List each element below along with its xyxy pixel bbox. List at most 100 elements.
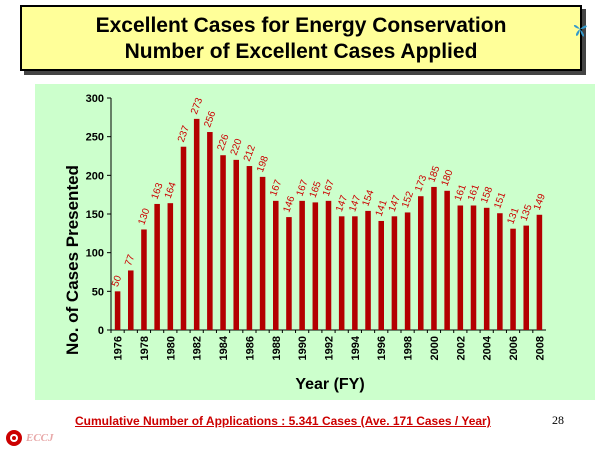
data-label: 237 (176, 124, 192, 144)
data-label: 147 (347, 193, 363, 213)
data-label: 167 (321, 178, 337, 198)
data-label: 256 (202, 109, 218, 129)
y-tick-label: 100 (86, 248, 104, 260)
x-tick-label: 1978 (139, 336, 151, 360)
x-tick-label: 1992 (324, 336, 336, 360)
data-label: 149 (532, 192, 548, 212)
slide-title-line2: Number of Excellent Cases Applied (124, 40, 478, 63)
data-label: 167 (295, 178, 311, 198)
bar (510, 228, 516, 330)
eccj-logo-icon (6, 430, 22, 446)
slide-title-line1: Excellent Cases for Energy Conservation (95, 14, 507, 37)
bar (220, 155, 226, 330)
bar (259, 176, 266, 330)
bar (114, 291, 121, 330)
bar (193, 118, 200, 330)
x-tick-label: 1998 (403, 336, 415, 360)
org-logo-text: ECCJ (26, 432, 54, 444)
bar (141, 229, 147, 330)
bar (325, 200, 332, 330)
bar (483, 207, 490, 330)
x-tick-label: 1988 (271, 336, 283, 360)
data-label: 165 (308, 180, 324, 200)
data-label: 146 (281, 194, 297, 214)
leaf-logo-icon (573, 24, 587, 37)
bar (444, 190, 450, 330)
x-tick-label: 2008 (534, 336, 546, 360)
y-tick-label: 300 (86, 93, 104, 105)
x-tick-label: 1994 (350, 335, 362, 360)
x-tick-label: 2006 (508, 336, 520, 360)
bar (391, 216, 398, 330)
bar (523, 225, 529, 330)
x-tick-label: 1990 (297, 336, 309, 360)
bar (352, 216, 358, 330)
data-label: 147 (387, 193, 403, 213)
y-axis-label: No. of Cases Presented (63, 165, 82, 355)
bar (273, 200, 279, 330)
bar (338, 216, 345, 330)
bar (431, 186, 437, 330)
bar (299, 200, 305, 330)
x-tick-label: 1984 (218, 335, 230, 360)
x-tick-label: 2002 (455, 336, 467, 360)
data-label: 273 (189, 96, 205, 116)
bar (286, 217, 292, 330)
data-label: 161 (466, 183, 482, 203)
x-tick-label: 2000 (429, 336, 441, 360)
x-tick-label: 2004 (482, 335, 494, 360)
x-tick-label: 1982 (192, 336, 204, 360)
bar (167, 203, 174, 330)
data-label: 151 (492, 190, 508, 210)
bar (180, 146, 187, 330)
data-label: 173 (413, 173, 429, 193)
data-label: 180 (440, 168, 456, 188)
data-label: 50 (110, 274, 124, 289)
data-label: 130 (136, 207, 152, 227)
data-label: 212 (242, 143, 258, 163)
cumulative-footnote: Cumulative Number of Applications : 5.34… (75, 414, 491, 428)
data-label: 185 (426, 164, 442, 184)
x-tick-label: 1986 (244, 336, 256, 360)
bar-chart: No. of Cases Presented Year (FY) 0 50 100 1… (63, 93, 548, 393)
bar (154, 203, 160, 330)
bar (312, 202, 319, 330)
y-tick-label: 50 (92, 286, 104, 298)
data-label: 163 (150, 181, 166, 201)
data-label: 198 (255, 154, 271, 174)
bar (246, 166, 253, 330)
y-tick-label: 250 (86, 132, 104, 144)
bar (378, 220, 384, 330)
page-number: 28 (552, 413, 564, 427)
data-label: 158 (479, 185, 495, 205)
x-tick-label: 1980 (165, 336, 177, 360)
bar (207, 132, 213, 330)
data-label: 164 (163, 180, 179, 200)
bar (418, 196, 424, 330)
x-tick-label: 1996 (376, 336, 388, 360)
y-tick-label: 150 (86, 209, 104, 221)
bar (233, 159, 239, 330)
title-box: Excellent Cases for Energy Conservation … (20, 5, 582, 71)
data-label: 220 (229, 137, 245, 157)
y-tick-label: 200 (86, 170, 104, 182)
x-axis-label: Year (FY) (295, 376, 364, 393)
data-label: 167 (268, 178, 284, 198)
data-label: 141 (374, 198, 390, 218)
bar (128, 270, 134, 330)
data-label: 147 (334, 193, 350, 213)
bar (470, 205, 477, 330)
data-label: 77 (123, 253, 137, 268)
data-label: 154 (361, 188, 377, 208)
bar (365, 210, 371, 330)
data-label: 135 (519, 203, 535, 223)
bar (404, 212, 411, 330)
data-label: 161 (453, 183, 469, 203)
bar (536, 214, 543, 330)
bar (457, 205, 464, 330)
data-label: 131 (506, 206, 522, 226)
data-label: 152 (400, 190, 416, 210)
data-label: 226 (216, 132, 232, 152)
x-tick-label: 1976 (113, 336, 125, 360)
y-tick-label: 0 (98, 325, 104, 337)
